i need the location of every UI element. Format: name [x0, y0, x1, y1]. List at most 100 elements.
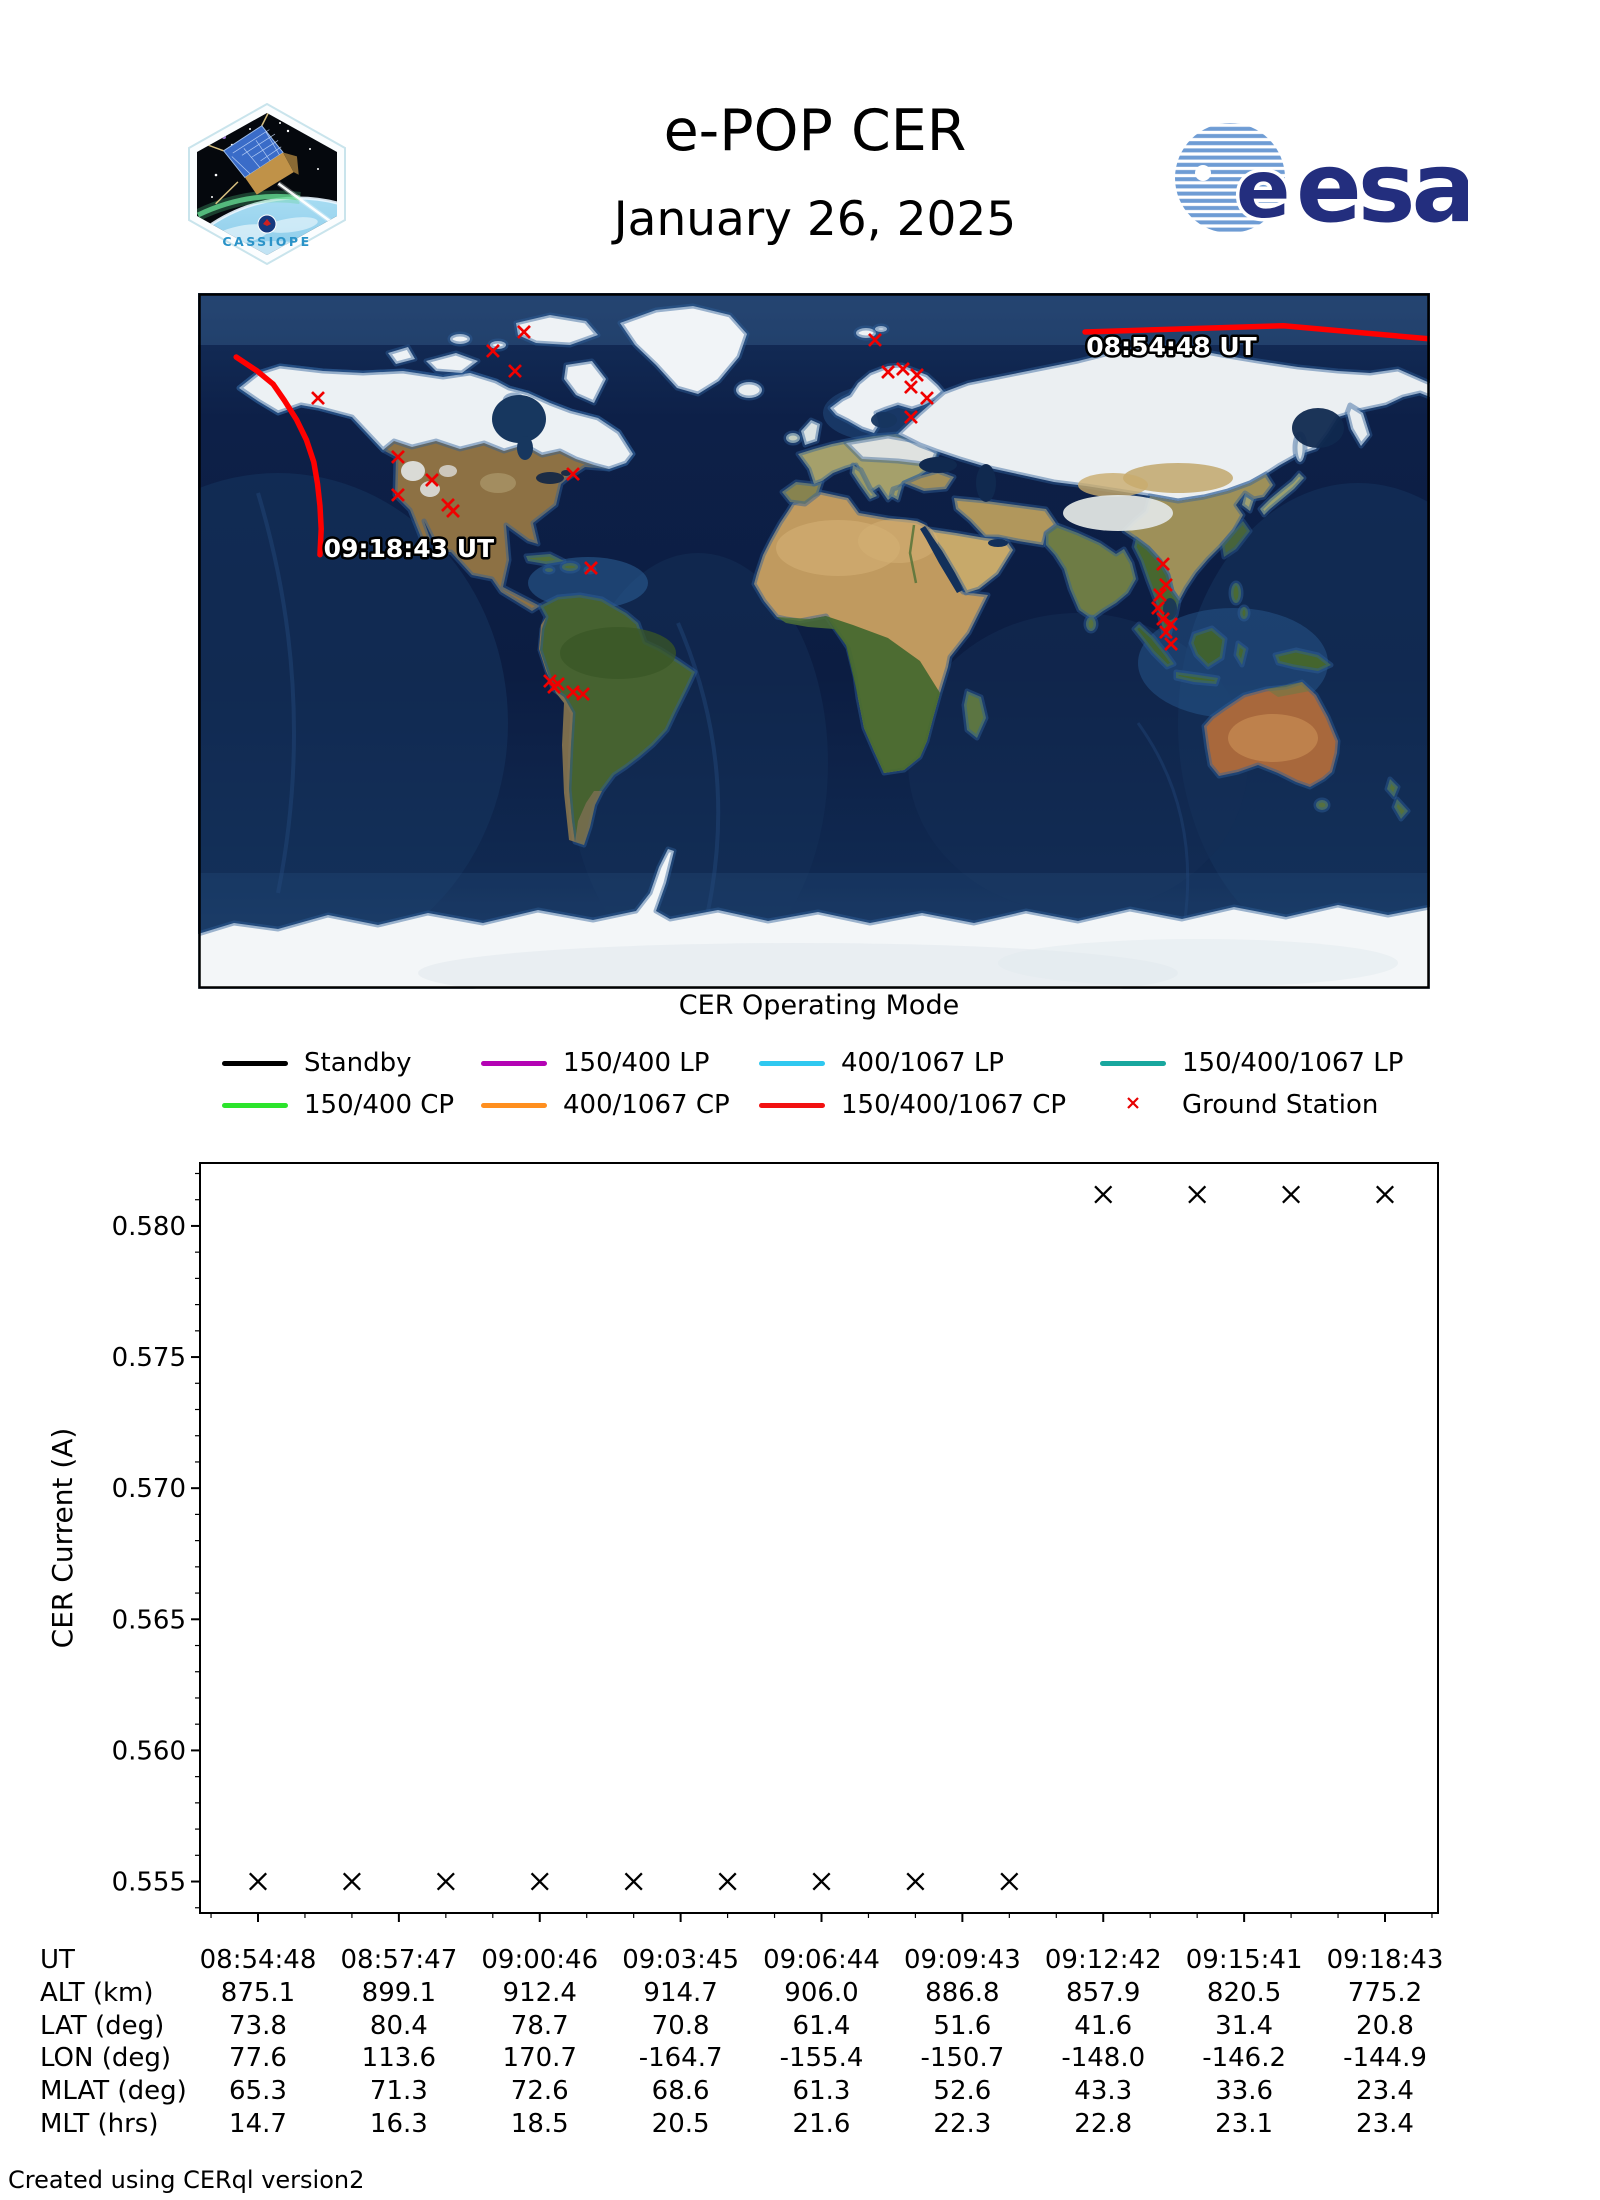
table-cell: 113.6 — [361, 2043, 437, 2073]
table-cell: 09:03:45 — [622, 1945, 740, 1975]
footer-credit: Created using CERql version2 — [8, 2166, 365, 2194]
table-cell: 857.9 — [1066, 1978, 1141, 2008]
ground-station-marker — [1159, 578, 1173, 592]
legend-item: 150/400 LP — [481, 1048, 709, 1078]
ground-station-marker — [881, 365, 895, 379]
ground-station-marker — [920, 391, 934, 405]
data-point-marker — [1094, 1185, 1113, 1204]
table-cell: 22.3 — [933, 2109, 992, 2139]
table-cell: 775.2 — [1347, 1978, 1423, 2008]
table-cell: -148.0 — [1061, 2043, 1146, 2073]
esa-globe-dot — [1195, 165, 1211, 181]
data-point-marker — [530, 1872, 549, 1891]
legend-item-label: 400/1067 CP — [563, 1090, 730, 1120]
legend-line-swatch — [1100, 1060, 1166, 1066]
y-axis-tick-label: 0.555 — [112, 1868, 186, 1898]
table-cell: 899.1 — [361, 1978, 437, 2008]
legend-line-swatch — [759, 1060, 825, 1066]
ground-station-marker — [390, 488, 405, 502]
legend-x-marker — [1100, 1093, 1166, 1117]
table-cell: 09:15:41 — [1185, 1945, 1303, 1975]
ground-station-marker — [311, 391, 325, 405]
ground-station-legend-icon — [1127, 1097, 1139, 1109]
data-point-marker — [906, 1872, 925, 1891]
esa-logo: e esa — [1175, 123, 1468, 242]
table-cell: 70.8 — [651, 2011, 710, 2041]
pass-start-time-label: 08:54:48 UT — [1086, 332, 1256, 361]
ground-station-marker — [485, 344, 500, 358]
ground-station-marker — [1151, 601, 1165, 615]
esa-globe-e: e — [1236, 143, 1290, 236]
data-point-marker — [436, 1872, 455, 1891]
table-cell: 61.3 — [792, 2076, 851, 2106]
table-row-label: LAT (deg) — [40, 2011, 165, 2041]
data-point-marker — [624, 1872, 643, 1891]
legend-line-swatch — [759, 1102, 825, 1108]
table-cell: 72.6 — [510, 2076, 569, 2106]
data-point-marker — [1375, 1185, 1395, 1204]
table-cell: -155.4 — [779, 2043, 864, 2073]
ground-station-marker — [551, 677, 565, 691]
legend-item: Standby — [222, 1048, 412, 1078]
ground-station-marker — [425, 473, 439, 487]
table-cell: 20.5 — [651, 2109, 710, 2139]
table-cell: 875.1 — [220, 1978, 296, 2008]
table-cell: 09:06:44 — [763, 1945, 880, 1975]
legend-item-label: 150/400 LP — [563, 1048, 710, 1078]
y-axis-label: CER Current (A) — [46, 1428, 79, 1649]
table-cell: 80.4 — [369, 2011, 428, 2041]
table-cell: 77.6 — [229, 2043, 287, 2073]
table-cell: 09:09:43 — [903, 1945, 1021, 1975]
table-cell: 08:54:48 — [199, 1945, 317, 1975]
world-map: 08:54:48 UT 09:18:43 UT — [198, 293, 1430, 989]
map-border — [198, 293, 1430, 989]
data-point-marker — [812, 1872, 831, 1891]
table-cell: 886.8 — [925, 1978, 1000, 2008]
legend-line-swatch — [481, 1102, 547, 1108]
esa-wordmark: esa — [1296, 131, 1468, 242]
table-cell: 18.5 — [510, 2109, 569, 2139]
table-row-label: MLT (hrs) — [40, 2109, 159, 2139]
ground-station-marker — [1156, 612, 1170, 626]
legend-item-label: 150/400/1067 CP — [841, 1090, 1067, 1120]
table-cell: 820.5 — [1206, 1978, 1282, 2008]
y-axis-tick-label: 0.575 — [112, 1343, 186, 1373]
table-cell: 912.4 — [502, 1978, 577, 2008]
legend-item-label: 150/400/1067 LP — [1182, 1048, 1404, 1078]
table-cell: 33.6 — [1215, 2076, 1274, 2106]
table-row-label: MLAT (deg) — [40, 2076, 187, 2106]
table-cell: 51.6 — [933, 2011, 992, 2041]
table-cell: 170.7 — [502, 2043, 577, 2073]
map-land-details — [401, 395, 1398, 989]
table-cell: 41.6 — [1074, 2011, 1133, 2041]
ground-station-marker — [584, 561, 598, 575]
ground-station-marker — [1156, 557, 1170, 571]
legend-item-label: Ground Station — [1182, 1090, 1379, 1120]
legend-item: 400/1067 LP — [759, 1048, 1004, 1078]
satellite-track-start — [1082, 322, 1430, 342]
table-cell: -144.9 — [1343, 2043, 1427, 2073]
ground-station-marker — [1164, 617, 1178, 631]
y-axis-tick-label: 0.570 — [112, 1474, 186, 1504]
table-cell: 22.8 — [1074, 2109, 1133, 2139]
map-overlay: 08:54:48 UT 09:18:43 UT — [233, 322, 1430, 701]
table-cell: 08:57:47 — [340, 1945, 458, 1975]
cassiope-mission-patch: CASSIOPE — [188, 103, 346, 265]
y-axis-tick-label: 0.580 — [112, 1212, 186, 1242]
legend-item-label: Standby — [304, 1048, 412, 1078]
table-cell: 16.3 — [369, 2109, 428, 2139]
ground-station-marker — [543, 674, 557, 688]
cer-current-chart: 0.555 0.560 0.565 0.570 0.575 0.580 CER Curren… — [46, 1162, 1439, 1922]
esa-globe — [1175, 123, 1285, 233]
table-cell: 09:12:42 — [1044, 1945, 1162, 1975]
table-cell: 09:18:43 — [1326, 1945, 1444, 1975]
csa-logo-chevron — [263, 219, 271, 226]
table-cell: 914.7 — [643, 1978, 718, 2008]
table-cell: 09:00:46 — [481, 1945, 599, 1975]
data-point-marker — [1282, 1185, 1301, 1204]
table-cell: -164.7 — [638, 2043, 723, 2073]
ground-station-marker — [446, 504, 460, 518]
legend-item: 150/400 CP — [222, 1090, 454, 1120]
table-cell: 906.0 — [784, 1978, 859, 2008]
legend-item-label: 400/1067 LP — [841, 1048, 1004, 1078]
